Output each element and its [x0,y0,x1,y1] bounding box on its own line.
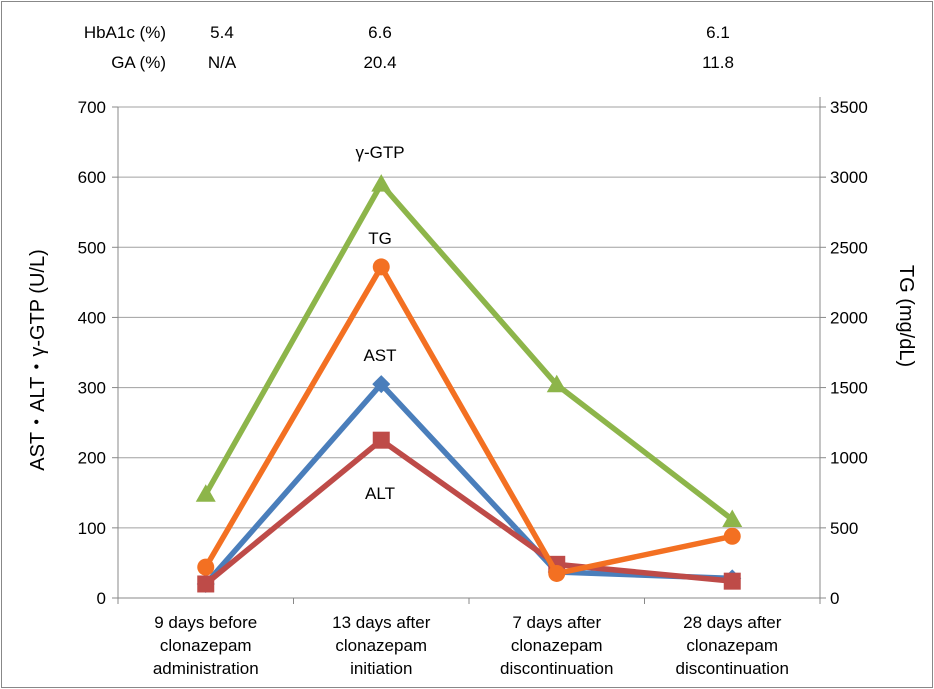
y-right-tick-label: 3500 [830,98,868,117]
x-category-label: administration [153,659,259,678]
x-category-label: initiation [350,659,412,678]
series-TG [197,258,741,582]
grid [118,106,820,529]
tick-labels: 0 100 200 300 400 500 600 700 0 500 1000 1500 2000 25… [78,98,868,608]
data-point [723,527,741,545]
y-right-tick-label: 3000 [830,168,868,187]
series-label: ALT [365,484,395,503]
series-label: TG [368,229,392,248]
x-category-label: clonazepam [335,636,427,655]
data-point [371,174,392,192]
category-labels: 9 days before clonazepam administration 13 … [153,613,789,678]
top-table: HbA1c (%) 5.4 6.6 6.1 GA (%) N/A 20.4 11.8 [84,23,734,72]
y-left-tick-label: 400 [78,308,106,327]
top-row-label: HbA1c (%) [84,23,166,42]
x-category-label: 9 days before [154,613,257,632]
series-lines [195,174,743,593]
data-point [372,431,390,449]
y-left-tick-label: 0 [97,589,106,608]
y-left-tick-label: 100 [78,519,106,538]
y-left-tick-label: 200 [78,449,106,468]
series-label: γ-GTP [355,143,404,162]
data-point [372,258,390,276]
data-point [197,558,215,576]
top-row-value: 20.4 [363,53,396,72]
series-line [203,181,734,522]
y-right-tick-label: 1500 [830,379,868,398]
data-point [195,484,216,502]
y-right-tick-label: 2500 [830,238,868,257]
series-line [204,437,733,587]
series-label: AST [363,346,396,365]
y-left-tick-label: 600 [78,168,106,187]
top-row-value: 6.6 [368,23,392,42]
y-axis-right-label: TG (mg/dL) [895,265,917,367]
data-point [372,375,391,394]
x-category-label: discontinuation [500,659,613,678]
x-category-label: 28 days after [683,613,782,632]
series-annotations: γ-GTP TG AST ALT [355,143,404,503]
y-right-tick-label: 500 [830,519,858,538]
data-point [723,572,741,590]
data-point [722,509,743,527]
axes [112,97,826,604]
y-right-tick-label: 1000 [830,449,868,468]
x-category-label: discontinuation [676,659,789,678]
series-ALT [197,431,741,593]
top-row-label: GA (%) [111,53,166,72]
data-point [197,575,215,593]
x-category-label: 13 days after [332,613,431,632]
x-category-label: clonazepam [160,636,252,655]
y-right-tick-label: 0 [830,589,839,608]
y-left-tick-label: 700 [78,98,106,117]
x-category-label: 7 days after [512,613,601,632]
data-point [548,564,566,582]
x-category-label: clonazepam [511,636,603,655]
y-left-tick-label: 500 [78,238,106,257]
y-right-tick-label: 2000 [830,308,868,327]
y-left-tick-label: 300 [78,379,106,398]
x-category-label: clonazepam [686,636,778,655]
top-row-value: 5.4 [210,23,234,42]
y-axis-left-label: AST・ALT・γ-GTP (U/L) [27,249,49,471]
top-row-value: 6.1 [706,23,730,42]
top-row-value: 11.8 [702,53,734,72]
series-line [203,264,733,577]
series-γ-GTP [195,174,743,527]
data-point [546,374,567,393]
top-row-value: N/A [208,53,237,72]
